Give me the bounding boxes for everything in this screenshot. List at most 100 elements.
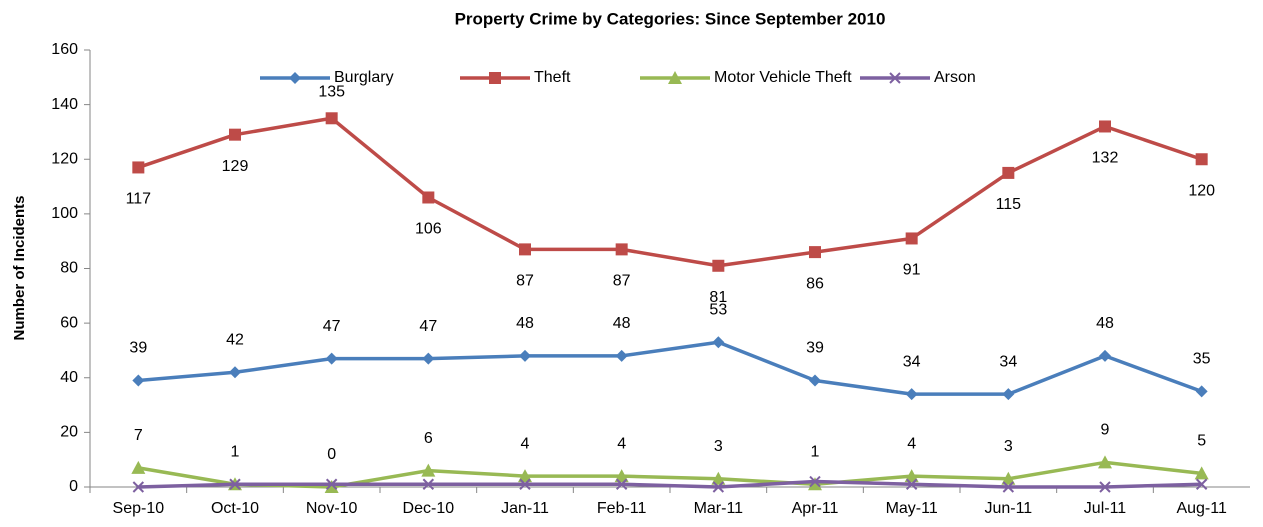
marker <box>1002 481 1015 493</box>
data-label: 86 <box>806 275 824 292</box>
data-label: 0 <box>327 446 336 463</box>
data-label: 47 <box>419 318 437 335</box>
marker <box>1195 478 1208 490</box>
series-line <box>138 460 1202 489</box>
data-label: 87 <box>516 273 534 290</box>
data-label: 35 <box>1193 351 1211 368</box>
marker <box>324 480 339 493</box>
data-label: 120 <box>1188 182 1215 199</box>
marker <box>1098 455 1112 469</box>
data-label: 81 <box>709 289 727 306</box>
marker <box>519 349 531 362</box>
data-label: 129 <box>222 158 249 175</box>
data-label: 53 <box>709 301 727 318</box>
legend-label: Motor Vehicle Theft <box>714 69 852 86</box>
data-label: 9 <box>1101 422 1110 439</box>
x-tick-label: Sep-10 <box>113 500 165 517</box>
x-tick-label: Apr-11 <box>792 500 839 517</box>
marker <box>229 478 241 490</box>
chart-title: Property Crime by Categories: Since Sept… <box>455 9 886 28</box>
data-label: 132 <box>1092 150 1119 167</box>
data-label: 5 <box>1197 433 1206 450</box>
data-label: 3 <box>1004 438 1013 455</box>
data-label: 39 <box>129 340 147 357</box>
marker <box>131 460 146 474</box>
x-tick-label: Dec-10 <box>403 500 455 517</box>
marker <box>229 128 241 141</box>
marker <box>489 72 501 84</box>
data-label: 115 <box>996 196 1022 213</box>
marker <box>325 352 338 365</box>
y-tick-label: 40 <box>60 369 78 386</box>
marker <box>519 243 531 256</box>
data-label: 117 <box>126 191 152 208</box>
data-label: 135 <box>318 84 345 101</box>
marker <box>229 366 241 379</box>
marker <box>809 246 821 259</box>
data-label: 42 <box>226 332 244 349</box>
marker <box>905 478 918 490</box>
x-tick-label: Jan-11 <box>501 500 549 517</box>
data-label: 87 <box>613 273 631 290</box>
data-label: 34 <box>999 353 1017 370</box>
series-line <box>138 479 1202 489</box>
marker <box>132 481 145 493</box>
marker <box>1002 388 1015 401</box>
marker <box>325 478 338 490</box>
data-label: 39 <box>806 340 824 357</box>
y-tick-label: 120 <box>51 150 78 167</box>
marker <box>1195 153 1208 166</box>
data-label: 48 <box>1096 315 1114 332</box>
marker <box>808 477 822 491</box>
marker <box>422 478 435 490</box>
marker <box>1099 481 1111 493</box>
marker <box>325 112 338 125</box>
x-tick-label: Mar-11 <box>694 500 744 517</box>
data-label: 7 <box>134 427 143 444</box>
marker <box>712 259 725 272</box>
data-label: 1 <box>811 443 820 460</box>
marker <box>1099 120 1111 133</box>
y-tick-label: 0 <box>69 478 78 495</box>
y-tick-label: 60 <box>60 314 78 331</box>
legend-label: Arson <box>934 69 976 86</box>
x-tick-label: Oct-10 <box>211 500 259 517</box>
marker <box>1195 385 1208 398</box>
marker <box>615 243 628 256</box>
y-tick-label: 20 <box>60 424 78 441</box>
marker <box>1194 466 1209 480</box>
data-label: 4 <box>617 435 626 452</box>
marker <box>711 471 726 485</box>
marker <box>1002 166 1015 179</box>
marker <box>289 72 301 84</box>
marker <box>712 336 725 349</box>
marker <box>668 71 682 84</box>
y-axis-label: Number of Incidents <box>11 195 28 340</box>
data-label: 91 <box>903 262 921 279</box>
marker <box>904 469 919 483</box>
series-line <box>138 340 1203 396</box>
y-tick-label: 100 <box>51 205 78 222</box>
x-tick-label: May-11 <box>886 500 938 517</box>
x-tick-label: Feb-11 <box>597 500 647 517</box>
marker <box>422 352 435 365</box>
marker <box>421 463 436 477</box>
marker <box>889 72 901 84</box>
marker <box>809 475 821 488</box>
marker <box>422 191 435 204</box>
data-label: 1 <box>231 443 240 460</box>
y-tick-label: 140 <box>51 96 78 113</box>
marker <box>132 161 145 174</box>
x-tick-label: Aug-11 <box>1176 500 1227 517</box>
marker <box>132 374 145 387</box>
marker <box>712 481 725 493</box>
series-line <box>137 116 1203 268</box>
data-label: 4 <box>521 435 530 452</box>
marker <box>1001 471 1016 485</box>
y-tick-label: 80 <box>60 260 78 277</box>
marker <box>615 349 628 362</box>
data-label: 4 <box>907 435 916 452</box>
data-label: 3 <box>714 438 723 455</box>
marker <box>518 469 532 483</box>
